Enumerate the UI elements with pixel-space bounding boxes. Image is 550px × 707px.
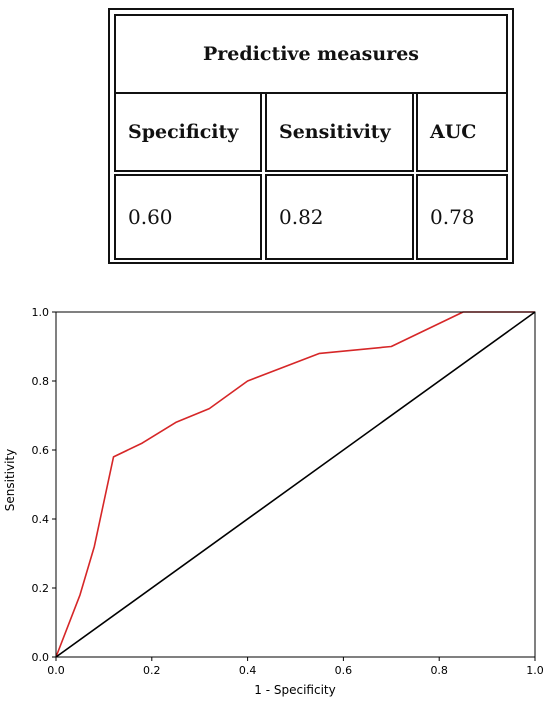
- x-axis-label: 1 - Specificity: [254, 683, 335, 697]
- header-auc: AUC: [416, 92, 508, 172]
- roc-curve-line: [55, 311, 535, 658]
- y-tick-label: 0.6: [32, 444, 50, 457]
- y-tick-label: 0.0: [32, 651, 50, 664]
- x-tick-label: 0.8: [430, 664, 448, 677]
- roc-chart: 0.0 0.2 0.4 0.6 0.8 1.0 0.0 0.2 0.4 0.6 0.8 1.0 1 -…: [3, 306, 544, 697]
- x-tick-label: 1.0: [526, 664, 544, 677]
- x-tick-label: 0.6: [335, 664, 353, 677]
- x-tick-label: 0.0: [47, 664, 65, 677]
- x-tick-label: 0.2: [143, 664, 161, 677]
- x-tick-label: 0.4: [239, 664, 257, 677]
- table-title: Predictive measures: [114, 14, 508, 94]
- axes: 0.0 0.2 0.4 0.6 0.8 1.0 0.0 0.2 0.4 0.6 0.8 1.0: [32, 306, 544, 677]
- value-auc: 0.78: [416, 174, 508, 260]
- y-tick-label: 1.0: [32, 306, 50, 319]
- predictive-measures-table: Predictive measures Specificity Sensitiv…: [108, 8, 514, 264]
- reference-diagonal-line: [55, 311, 536, 658]
- plot-frame: [55, 311, 536, 658]
- value-specificity: 0.60: [114, 174, 262, 260]
- y-tick-label: 0.8: [32, 375, 50, 388]
- header-sensitivity: Sensitivity: [265, 92, 414, 172]
- value-sensitivity: 0.82: [265, 174, 414, 260]
- plot-area: [55, 311, 536, 658]
- header-specificity: Specificity: [114, 92, 262, 172]
- y-tick-label: 0.4: [32, 513, 50, 526]
- y-axis-label: Sensitivity: [3, 449, 17, 511]
- y-tick-label: 0.2: [32, 582, 50, 595]
